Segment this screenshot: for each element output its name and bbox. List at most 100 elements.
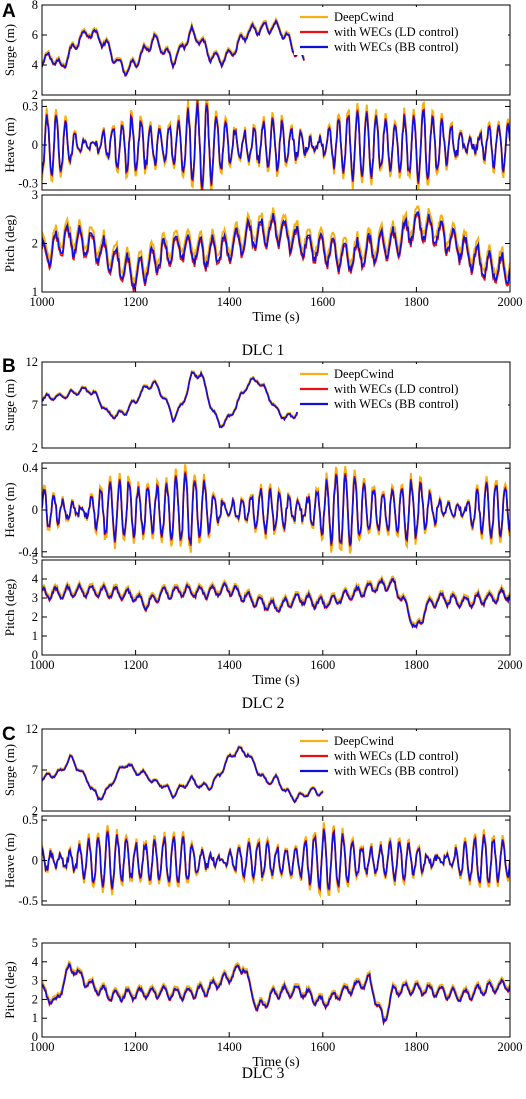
axes-box [41,942,511,1038]
series-dc-line [42,574,510,626]
axes-box [41,559,511,656]
y-tick-label: 2 [32,441,38,455]
y-tick-label: 1 [32,285,38,299]
x-axis-label: Time (s) [252,673,300,688]
y-tick-label: 4 [32,955,39,969]
x-tick-label: 1000 [30,658,55,672]
series-bb-line [42,962,510,1026]
legend-label: with WECs (LD control) [334,25,458,39]
y-tick-label: 2 [32,237,38,251]
y-tick-label: 3 [32,974,38,988]
y-tick-label: 6 [32,28,38,42]
y-tick-label: -0.5 [18,894,38,908]
x-tick-label: 2000 [498,1040,523,1054]
legend-label: DeepCwind [334,734,394,748]
y-tick-label: 4 [32,58,39,72]
legend-label: DeepCwind [334,10,394,24]
y-tick-label: 1 [32,1011,38,1025]
series-bb-line [42,211,510,290]
series-bb-line [42,102,510,188]
y-tick-label: 12 [26,355,39,369]
x-tick-label: 1000 [30,1040,55,1054]
x-tick-label: 1600 [310,1040,335,1054]
subplot-b-pitch: 0 1 2 3 4 5 1000 1200 1400 1600 1800 2000 Pitch (deg… [2,553,523,688]
axes-box [41,4,511,96]
y-axis-label: Pitch (deg) [2,215,17,272]
series-dc-line [42,205,510,284]
y-tick-label: -0.4 [18,545,39,559]
panel-c-caption: DLC 3 [242,1065,285,1082]
x-tick-label: 1800 [404,658,429,672]
x-tick-label: 1000 [30,295,55,309]
legend-box [294,7,508,55]
panel-label-a: A [2,1,16,22]
legend-label: DeepCwind [334,367,394,381]
series-dc-line [42,369,305,428]
y-axis-label: Pitch (deg) [2,579,17,636]
y-tick-label: 2 [32,88,38,102]
y-tick-label: 0 [32,138,38,152]
subplot-c-heave: -0.5 0 0.5 Heave (m) [2,813,511,908]
series-bb-line [42,829,510,891]
x-tick-label: 1800 [404,1040,429,1054]
y-tick-label: 7 [32,398,38,412]
y-axis-label: Pitch (deg) [2,961,17,1018]
series-dc-line [42,959,510,1024]
axes-box [41,194,511,293]
series-bb-line [42,370,305,429]
x-tick-label: 1200 [123,295,148,309]
y-tick-label: 2 [32,804,38,818]
y-axis-label: Surge (m) [2,744,17,796]
y-tick-label: 5 [32,553,38,567]
y-tick-label: 0.5 [22,813,38,827]
panel-a-caption: DLC 1 [242,342,285,359]
x-tick-label: 1400 [217,295,242,309]
series-ld-line [42,578,510,629]
y-axis-label: Heave (m) [2,482,17,537]
series-bb-line [42,746,324,804]
x-tick-label: 1200 [123,1040,148,1054]
y-tick-label: 7 [32,763,38,777]
subplot-b-heave: -0.4 0 0.4 Heave (m) [2,461,511,559]
legend-label: with WECs (BB control) [334,764,458,778]
panel-label-c: C [2,724,16,745]
x-tick-label: 1800 [404,295,429,309]
subplot-a-pitch: 1 2 3 1000 1200 1400 1600 1800 2000 Pitch (deg) Ti… [2,188,523,325]
y-axis-label: Surge (m) [2,379,17,431]
x-tick-label: 1400 [217,1040,242,1054]
x-tick-label: 2000 [498,295,523,309]
series-bb-line [42,473,510,545]
y-tick-label: 0 [32,503,38,517]
panel-label-b: B [2,356,16,377]
legend-box [294,364,508,412]
x-axis-label: Time (s) [252,1055,300,1070]
legend-box [294,731,508,779]
y-tick-label: 0.3 [22,99,38,113]
legend-label: with WECs (LD control) [334,749,458,763]
y-tick-label: 5 [32,936,38,950]
series-bb-line [42,19,305,77]
x-tick-label: 1400 [217,658,242,672]
y-tick-label: 2 [32,610,38,624]
y-tick-label: 3 [32,591,38,605]
y-tick-label: 1 [32,629,38,643]
x-tick-label: 1200 [123,658,148,672]
x-tick-label: 1600 [310,295,335,309]
y-tick-label: -0.3 [18,177,38,191]
subplot-a-heave: -0.3 0 0.3 Heave (m) [2,99,511,191]
series-bb-line [42,577,510,629]
panel-b-caption: DLC 2 [242,695,285,712]
y-tick-label: 4 [32,572,39,586]
x-tick-label: 2000 [498,658,523,672]
x-tick-label: 1600 [310,658,335,672]
y-tick-label: 3 [32,188,38,202]
y-axis-label: Surge (m) [2,24,17,76]
y-tick-label: 8 [32,0,38,12]
y-axis-label: Heave (m) [2,117,17,172]
x-axis-label: Time (s) [252,310,300,325]
